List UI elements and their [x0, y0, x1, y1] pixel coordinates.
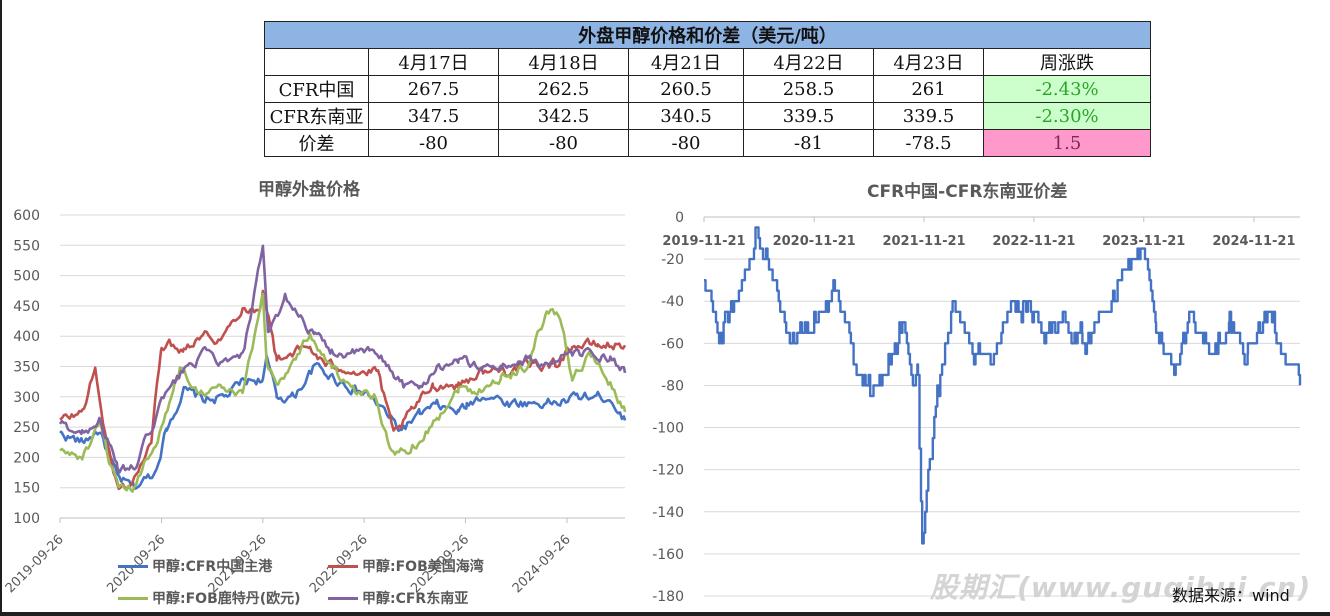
legend-swatch [118, 564, 148, 568]
source-note: 数据来源：wind [1172, 586, 1290, 605]
y-tick-label: 450 [13, 299, 40, 315]
x-tick-label: 2024-11-21 [1212, 234, 1295, 249]
table-cell: -80 [498, 129, 629, 157]
table-cell: -80 [368, 129, 499, 157]
x-tick-label: 2024-09-26 [510, 532, 574, 596]
table-cell: -80 [628, 129, 744, 157]
y-tick-label: -80 [661, 378, 684, 394]
y-tick-label: -40 [661, 294, 684, 310]
x-tick-label: 2019-11-21 [662, 234, 745, 249]
price-chart: 100 150 200 250 300 350 400 450 500 550 600 2019-09… [3, 208, 627, 596]
y-tick-label: 300 [13, 390, 40, 406]
row-label: CFR中国 [264, 75, 369, 103]
table-cell: 339.5 [873, 102, 984, 130]
y-tick-label: 250 [13, 420, 40, 436]
series-line [59, 292, 627, 493]
y-tick-label: -20 [661, 252, 684, 268]
change-cell: -2.43% [983, 75, 1151, 103]
legend-label: 甲醇:FOB鹿特丹(欧元) [152, 591, 301, 607]
y-tick-label: 400 [13, 329, 40, 345]
legend-item: 甲醇:CFR中国主港 [118, 556, 272, 576]
legend-swatch [328, 596, 358, 600]
y-tick-label: -140 [652, 505, 684, 521]
header-change-cell: 周涨跌 [983, 48, 1151, 76]
spread-chart: 0 -20 -40 -60 -80 -100 -120 -140 -160 -180 2019-11… [652, 210, 1302, 605]
x-tick-label: 2023-11-21 [1102, 234, 1185, 249]
header-date-cell: 4月17日 [368, 48, 499, 76]
row-label: CFR东南亚 [264, 102, 369, 130]
table-cell: -81 [743, 129, 874, 157]
header-date-cell: 4月22日 [743, 48, 874, 76]
y-tick-label: 200 [13, 450, 40, 466]
table-cell: 261 [873, 75, 984, 103]
y-tick-label: 0 [675, 210, 684, 226]
table-cell: 258.5 [743, 75, 874, 103]
legend-item: 甲醇:CFR东南亚 [328, 588, 468, 608]
legend-item: 甲醇:FOB美国海湾 [328, 556, 484, 576]
series-line [58, 244, 627, 474]
x-tick-label: 2019-09-26 [3, 532, 67, 596]
y-tick-label: 500 [13, 269, 40, 285]
table-cell: 342.5 [498, 102, 629, 130]
table-cell: 260.5 [628, 75, 744, 103]
y-tick-label: 550 [13, 238, 40, 254]
legend-label: 甲醇:CFR中国主港 [152, 559, 273, 575]
header-date-cell: 4月23日 [873, 48, 984, 76]
legend-label: 甲醇:FOB美国海湾 [362, 559, 484, 575]
series-line [59, 354, 627, 491]
x-tick-label: 2022-11-21 [992, 234, 1075, 249]
y-tick-label: -180 [652, 589, 684, 605]
y-tick-label: -120 [652, 463, 684, 479]
y-tick-label: -100 [652, 421, 684, 437]
legend-label: 甲醇:CFR东南亚 [362, 591, 469, 607]
bottom-edge-border [0, 612, 1330, 616]
change-cell: -2.30% [983, 102, 1151, 130]
watermark-text: 股期汇(www.guqihui.cn) [930, 571, 1312, 604]
table-cell: -78.5 [873, 129, 984, 157]
chart-title-price: 甲醇外盘价格 [258, 180, 360, 200]
x-tick-label: 2021-11-21 [882, 234, 965, 249]
series-line [59, 289, 627, 491]
legend-swatch [328, 564, 358, 568]
header-date-cell: 4月18日 [498, 48, 629, 76]
x-tick-label: 2020-11-21 [773, 234, 856, 249]
price-spread-table: 外盘甲醇价格和价差（美元/吨） 4月17日 4月18日 4月21日 4月22日 … [264, 21, 1151, 157]
chart-title-spread: CFR中国-CFR东南亚价差 [867, 182, 1068, 202]
table-row: 价差 -80 -80 -80 -81 -78.5 1.5 [264, 129, 1151, 157]
series-line [704, 226, 1302, 545]
table-cell: 347.5 [368, 102, 499, 130]
table-row: CFR中国 267.5 262.5 260.5 258.5 261 -2.43% [264, 75, 1151, 103]
y-tick-label: -60 [661, 336, 684, 352]
y-tick-label: 100 [13, 511, 40, 527]
y-tick-label: 150 [13, 481, 40, 497]
y-tick-label: 600 [13, 208, 40, 224]
legend-item: 甲醇:FOB鹿特丹(欧元) [118, 588, 301, 608]
y-tick-label: -160 [652, 547, 684, 563]
legend-swatch [118, 596, 148, 600]
left-edge-border [0, 0, 2, 616]
change-cell: 1.5 [983, 129, 1151, 157]
y-tick-label: 350 [13, 360, 40, 376]
